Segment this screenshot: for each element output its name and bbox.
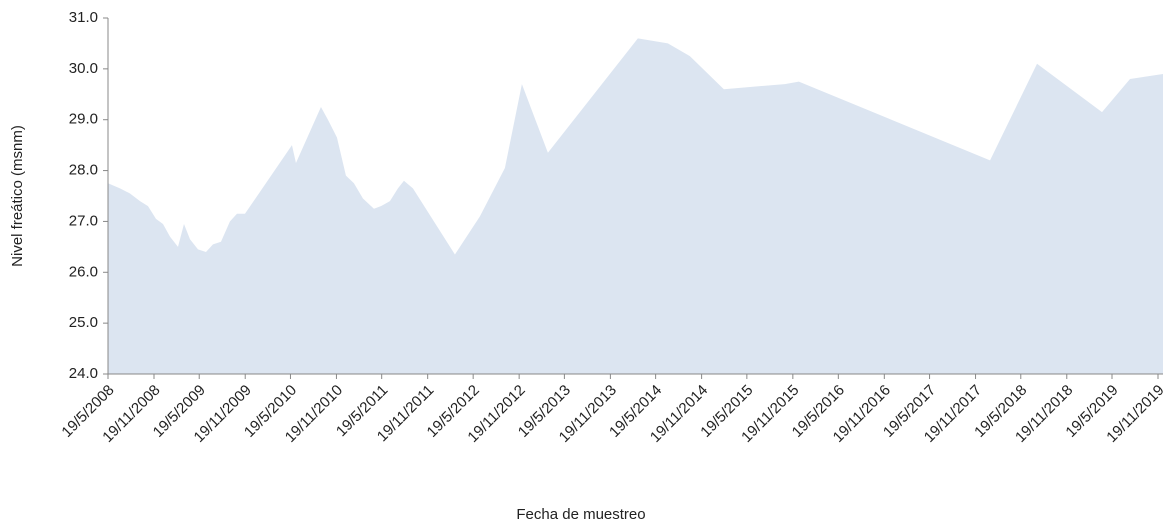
y-tick-label: 29.0	[69, 111, 98, 128]
y-tick-label: 24.0	[69, 365, 98, 382]
y-tick-label: 28.0	[69, 162, 98, 179]
y-tick-label: 27.0	[69, 212, 98, 229]
area	[108, 38, 1163, 374]
y-tick-label: 30.0	[69, 60, 98, 77]
y-tick-label: 26.0	[69, 263, 98, 280]
y-tick-label: 31.0	[69, 9, 98, 26]
x-axis-title: Fecha de muestreo	[516, 506, 645, 523]
y-axis-title: Nivel freático (msnm)	[9, 125, 26, 267]
y-tick-label: 25.0	[69, 314, 98, 331]
